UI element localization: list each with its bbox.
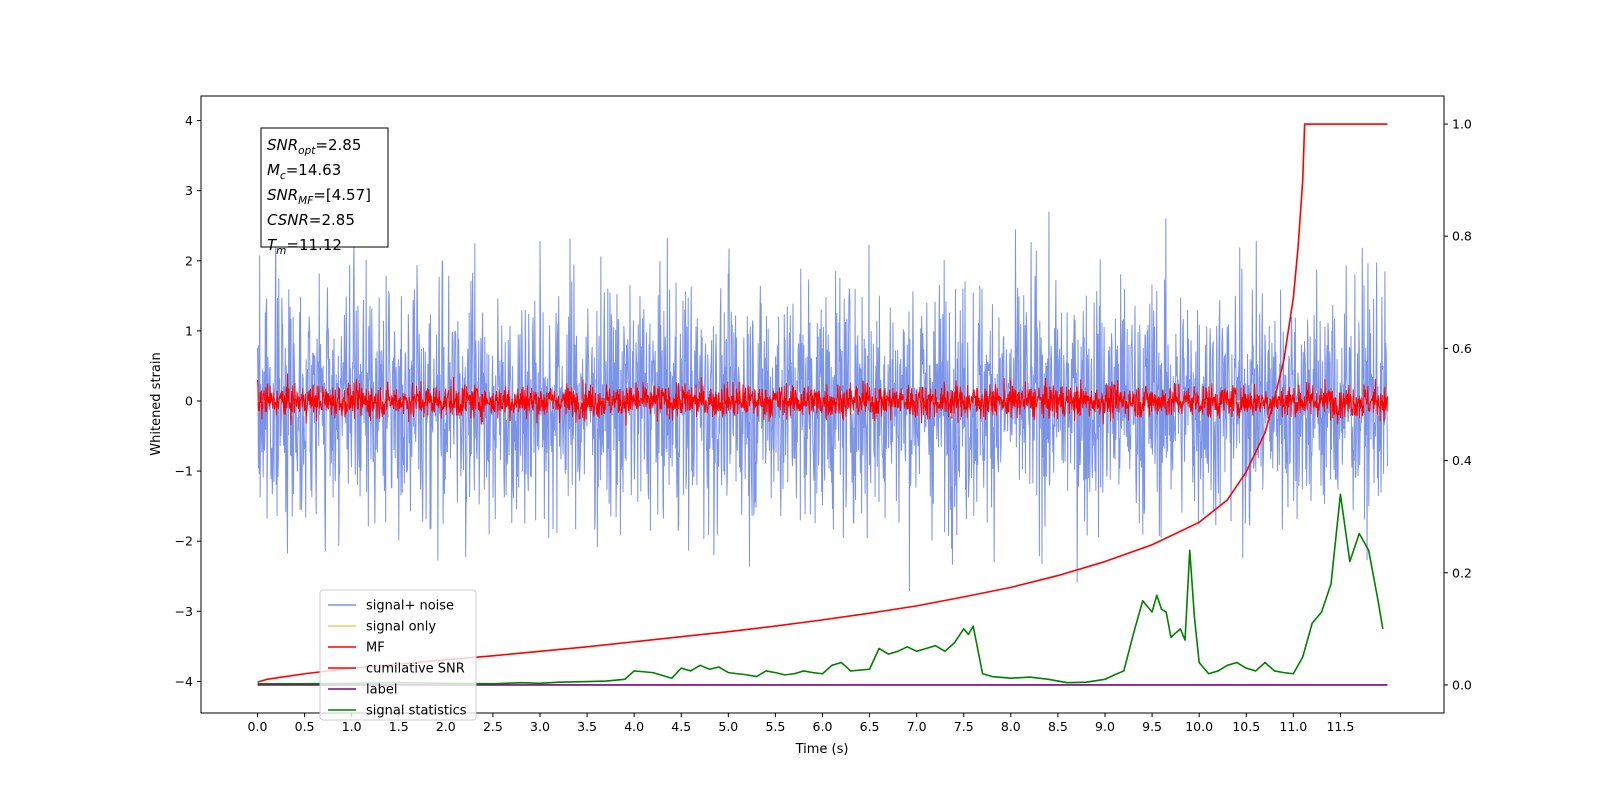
y2-tick-label: 0.4 xyxy=(1452,453,1472,468)
x-tick-label: 0.5 xyxy=(295,719,315,734)
y-tick-label: −1 xyxy=(175,464,193,479)
x-tick-label: 2.0 xyxy=(436,719,456,734)
legend-label-signal-noise: signal+ noise xyxy=(366,599,454,614)
info-line: SNRopt=2.85 xyxy=(267,136,361,157)
legend-label-cumilative-snr: cumilative SNR xyxy=(366,662,465,677)
x-tick-label: 10.5 xyxy=(1232,719,1260,734)
info-line: SNRMF=[4.57] xyxy=(267,186,371,207)
info-line: Tm=11.12 xyxy=(267,236,342,257)
x-tick-label: 4.0 xyxy=(624,719,644,734)
legend-label-signal-statistics: signal statistics xyxy=(366,704,467,719)
x-tick-label: 7.5 xyxy=(954,719,974,734)
y-tick-label: −4 xyxy=(175,674,193,689)
x-tick-label: 6.5 xyxy=(860,719,880,734)
x-tick-label: 9.0 xyxy=(1095,719,1115,734)
legend-label-mf: MF xyxy=(366,641,385,656)
y2-tick-label: 0.0 xyxy=(1452,677,1472,692)
x-tick-label: 4.5 xyxy=(671,719,691,734)
x-tick-label: 10.0 xyxy=(1185,719,1213,734)
y-tick-label: −3 xyxy=(175,604,193,619)
info-box: SNRopt=2.85 Mc=14.63 SNRMF=[4.57] CSNR=2.85… xyxy=(260,127,389,257)
x-tick-label: 8.0 xyxy=(1001,719,1021,734)
x-tick-label: 8.5 xyxy=(1048,719,1068,734)
x-tick-label: 3.5 xyxy=(577,719,597,734)
info-box-lines: SNRopt=2.85 Mc=14.63 SNRMF=[4.57] CSNR=2.85… xyxy=(267,136,371,257)
series-line-signal-noise xyxy=(257,211,1388,592)
x-axis: 0.0 0.5 1.0 1.5 2.0 2.5 3.0 3.5 4.0 4.5 5.0 5.5 6.0 6… xyxy=(248,713,1354,734)
x-tick-label: 0.0 xyxy=(248,719,268,734)
y-tick-label: 0 xyxy=(185,393,193,408)
y2-tick-label: 1.0 xyxy=(1452,117,1472,132)
x-axis-label: Time (s) xyxy=(795,742,849,757)
y2-tick-label: 0.8 xyxy=(1452,229,1472,244)
x-tick-label: 11.0 xyxy=(1279,719,1307,734)
info-line: Mc=14.63 xyxy=(267,161,341,182)
x-tick-label: 1.0 xyxy=(342,719,362,734)
info-line: CSNR=2.85 xyxy=(267,211,355,229)
y-axis-label: Whitened strain xyxy=(149,352,164,455)
x-tick-label: 2.5 xyxy=(483,719,503,734)
y2-tick-label: 0.2 xyxy=(1452,565,1472,580)
info-box-frame xyxy=(260,127,389,248)
x-tick-label: 7.0 xyxy=(907,719,927,734)
x-tick-label: 9.5 xyxy=(1142,719,1162,734)
y-tick-label: 2 xyxy=(185,253,193,268)
legend-frame xyxy=(319,589,477,721)
y-axis-left: −4 −3 −2 −1 0 1 2 3 4 xyxy=(175,113,201,689)
y-tick-label: 3 xyxy=(185,183,193,198)
series-line-signal-statistics xyxy=(257,493,1384,685)
y2-tick-label: 0.6 xyxy=(1452,341,1472,356)
y-tick-label: −2 xyxy=(175,534,193,549)
y-tick-label: 4 xyxy=(185,113,193,128)
x-tick-label: 3.0 xyxy=(530,719,550,734)
legend-items: signal+ noise signal only MF cumilative SNR… xyxy=(328,599,467,719)
legend: signal+ noise signal only MF cumilative SNR… xyxy=(319,589,477,721)
legend-label-label: label xyxy=(366,683,397,698)
x-tick-label: 1.5 xyxy=(389,719,409,734)
y-tick-label: 1 xyxy=(185,323,193,338)
y-axis-right: 0.0 0.2 0.4 0.6 0.8 1.0 xyxy=(1444,117,1472,692)
legend-label-signal-only: signal only xyxy=(366,620,436,635)
x-tick-label: 6.0 xyxy=(813,719,833,734)
x-tick-label: 5.5 xyxy=(765,719,785,734)
x-tick-label: 11.5 xyxy=(1326,719,1354,734)
x-tick-label: 5.0 xyxy=(718,719,738,734)
series-line-mf xyxy=(257,373,1388,426)
